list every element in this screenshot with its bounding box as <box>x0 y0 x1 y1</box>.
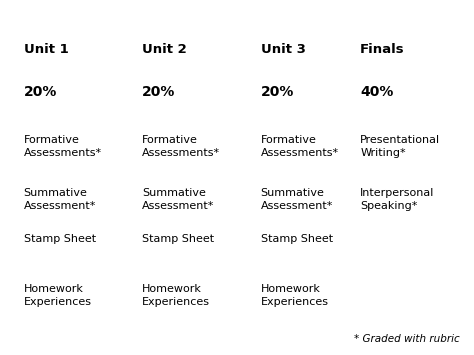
Text: 20%: 20% <box>142 85 175 99</box>
Text: Stamp Sheet: Stamp Sheet <box>142 234 214 244</box>
Text: Homework
Experiences: Homework Experiences <box>24 284 91 307</box>
Text: Stamp Sheet: Stamp Sheet <box>261 234 333 244</box>
Text: Summative
Assessment*: Summative Assessment* <box>24 188 96 211</box>
Text: Summative
Assessment*: Summative Assessment* <box>142 188 215 211</box>
Text: * Graded with rubric: * Graded with rubric <box>354 334 460 344</box>
Text: 40%: 40% <box>360 85 393 99</box>
Text: Unit 3: Unit 3 <box>261 43 306 56</box>
Text: Formative
Assessments*: Formative Assessments* <box>261 135 339 158</box>
Text: Interpersonal
Speaking*: Interpersonal Speaking* <box>360 188 435 211</box>
Text: Finals: Finals <box>360 43 405 56</box>
Text: Homework
Experiences: Homework Experiences <box>142 284 210 307</box>
Text: Formative
Assessments*: Formative Assessments* <box>24 135 102 158</box>
Text: 20%: 20% <box>24 85 57 99</box>
Text: Unit 1: Unit 1 <box>24 43 68 56</box>
Text: Stamp Sheet: Stamp Sheet <box>24 234 96 244</box>
Text: Homework
Experiences: Homework Experiences <box>261 284 328 307</box>
Text: Presentational
Writing*: Presentational Writing* <box>360 135 440 158</box>
Text: Unit 2: Unit 2 <box>142 43 187 56</box>
Text: 20%: 20% <box>261 85 294 99</box>
Text: Formative
Assessments*: Formative Assessments* <box>142 135 220 158</box>
Text: Summative
Assessment*: Summative Assessment* <box>261 188 333 211</box>
